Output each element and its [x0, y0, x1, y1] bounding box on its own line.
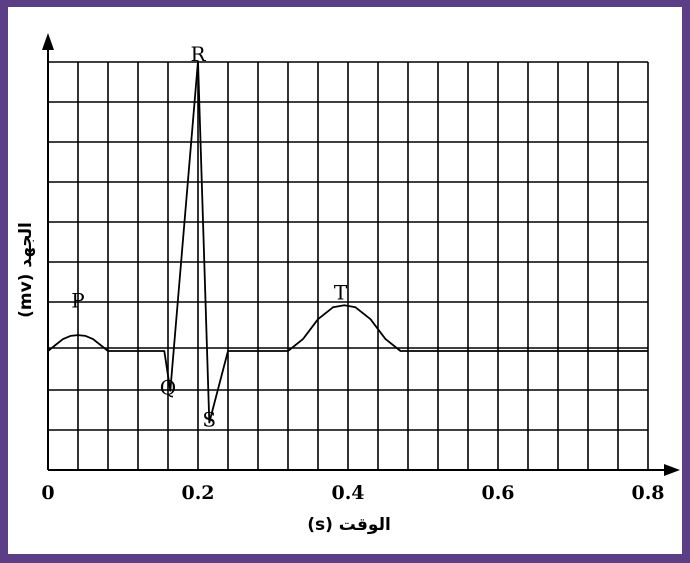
- ecg-trace: [47, 60, 648, 424]
- x-tick-label: 0: [41, 482, 54, 504]
- wave-label-s: S: [202, 407, 216, 431]
- x-axis-arrow: [664, 464, 680, 476]
- wave-label-p: P: [71, 288, 84, 312]
- x-tick-label: 0.4: [331, 482, 364, 504]
- wave-label-t: T: [334, 280, 348, 304]
- x-tick-label: 0.8: [631, 482, 664, 504]
- x-tick-labels: 0 0.2 0.4 0.6 0.8: [41, 482, 664, 504]
- x-tick-label: 0.2: [181, 482, 214, 504]
- y-axis-title: الجهد (mv): [16, 222, 36, 318]
- grid: [48, 61, 649, 470]
- axes: [42, 33, 680, 476]
- x-axis-title: الوقت (s): [307, 515, 391, 535]
- wave-labels: P Q R S T: [71, 42, 348, 431]
- wave-label-q: Q: [160, 376, 176, 400]
- x-tick-label: 0.6: [481, 482, 514, 504]
- wave-label-r: R: [190, 42, 206, 66]
- y-axis-arrow: [42, 33, 54, 50]
